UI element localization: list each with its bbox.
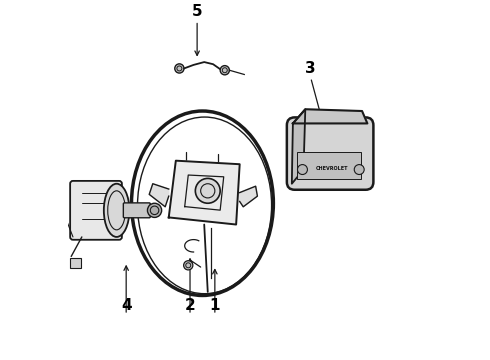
Text: 3: 3	[305, 60, 316, 76]
Text: CHEVROLET: CHEVROLET	[316, 166, 348, 171]
FancyBboxPatch shape	[297, 152, 361, 179]
Text: 2: 2	[185, 298, 196, 313]
Polygon shape	[169, 161, 240, 225]
Circle shape	[297, 165, 307, 175]
Text: 5: 5	[192, 4, 202, 19]
Circle shape	[354, 165, 364, 175]
FancyBboxPatch shape	[71, 257, 81, 268]
Polygon shape	[293, 109, 368, 123]
Circle shape	[147, 203, 162, 217]
Ellipse shape	[104, 184, 129, 237]
Circle shape	[175, 64, 184, 73]
Polygon shape	[240, 186, 257, 207]
Polygon shape	[149, 184, 169, 207]
Text: 1: 1	[210, 298, 220, 313]
FancyBboxPatch shape	[123, 203, 150, 218]
Circle shape	[196, 179, 220, 203]
Circle shape	[220, 66, 229, 75]
FancyBboxPatch shape	[287, 117, 373, 190]
Text: 4: 4	[121, 298, 131, 313]
FancyBboxPatch shape	[70, 181, 122, 240]
Polygon shape	[292, 109, 305, 184]
Circle shape	[184, 261, 193, 270]
